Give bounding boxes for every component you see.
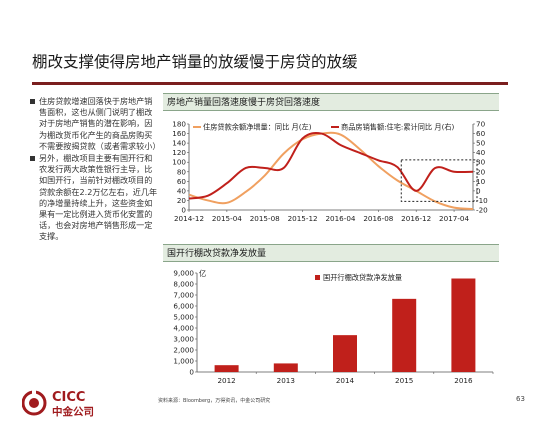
series-line-1 bbox=[188, 132, 474, 200]
right-tick-label: 0 bbox=[476, 186, 481, 195]
legend-label-1: 商品房销售额:住宅:累计同比 月(右) bbox=[341, 123, 455, 132]
y-tick-label: 3,000 bbox=[173, 335, 194, 344]
y-tick-label: 0 bbox=[189, 368, 194, 377]
x-tick-label: 2017-04 bbox=[439, 214, 469, 223]
y-tick-label: 8,000 bbox=[173, 280, 194, 289]
bar bbox=[333, 335, 357, 372]
page-title: 棚改支撑使得房地产销量的放缓慢于房贷的放缓 bbox=[32, 53, 358, 71]
series-line-0 bbox=[188, 131, 474, 211]
left-tick-label: 160 bbox=[172, 129, 186, 138]
x-tick-label: 2015-04 bbox=[212, 214, 242, 223]
bullet-list: 住房贷款增速回落快于房地产销售面积，这也从侧门说明了棚改对于房地产销售的潜在影响… bbox=[30, 96, 161, 244]
logo-text-cn: 中金公司 bbox=[52, 405, 94, 418]
left-tick-label: 60 bbox=[177, 177, 187, 186]
footer-source: 资料来源：Bloomberg，万得资讯，中金公司研究 bbox=[158, 398, 271, 404]
y-tick-label: 7,000 bbox=[173, 291, 194, 300]
line-chart: 020406080100120140160180-20-100102030405… bbox=[172, 120, 488, 224]
bullet-text: 住房贷款增速回落快于房地产销售面积，这也从侧门说明了棚改对于房地产销售的潜在影响… bbox=[39, 96, 161, 151]
right-tick-label: -10 bbox=[476, 196, 488, 205]
legend-swatch bbox=[315, 275, 320, 280]
bullet-square-icon bbox=[30, 99, 35, 104]
page-number: 63 bbox=[516, 395, 525, 403]
right-tick-label: 70 bbox=[476, 120, 486, 129]
right-tick-label: 50 bbox=[476, 139, 486, 148]
right-tick-label: 10 bbox=[476, 177, 486, 186]
x-tick-label: 2015 bbox=[395, 376, 413, 385]
x-tick-label: 2013 bbox=[277, 376, 295, 385]
x-tick-label: 2016-12 bbox=[401, 214, 431, 223]
x-tick-label: 2014-12 bbox=[174, 214, 204, 223]
legend-label: 国开行棚改贷款净发放量 bbox=[323, 273, 402, 282]
bullet-square-icon bbox=[30, 156, 35, 162]
x-tick-label: 2016 bbox=[454, 376, 473, 385]
right-tick-label: 30 bbox=[476, 158, 486, 167]
left-tick-label: 180 bbox=[172, 120, 186, 129]
bar-chart-title: 国开行棚改贷款净发放量 bbox=[163, 244, 499, 262]
right-tick-label: -20 bbox=[476, 206, 488, 215]
y-tick-label: 1,000 bbox=[173, 357, 194, 366]
y-tick-label: 5,000 bbox=[173, 313, 194, 322]
x-tick-label: 2012 bbox=[217, 376, 235, 385]
right-tick-label: 20 bbox=[476, 167, 486, 176]
x-tick-label: 2015-12 bbox=[288, 214, 318, 223]
legend-label-0: 住房贷款余额净增量：同比 月(左) bbox=[203, 123, 312, 132]
highlight-box bbox=[400, 159, 478, 202]
left-tick-label: 100 bbox=[172, 158, 186, 167]
left-tick-label: 120 bbox=[172, 148, 186, 157]
bar bbox=[214, 365, 239, 372]
cicc-logo: CICC 中金公司 bbox=[22, 389, 94, 418]
y-tick-label: 2,000 bbox=[173, 346, 194, 355]
x-tick-label: 2016-04 bbox=[325, 214, 355, 223]
right-tick-label: 60 bbox=[476, 129, 486, 138]
bar bbox=[273, 363, 298, 372]
left-tick-label: 80 bbox=[177, 167, 187, 176]
bar bbox=[392, 298, 417, 372]
bullet-item: 另外，棚改项目主要有国开行和农发行两大政策性银行主导，比如国开行，当前针对棚改项… bbox=[30, 153, 158, 243]
y-tick-label: 6,000 bbox=[173, 302, 194, 311]
y-unit-label: 亿 bbox=[199, 269, 206, 278]
x-tick-label: 2015-08 bbox=[250, 214, 280, 223]
bar bbox=[451, 278, 476, 372]
left-tick-label: 0 bbox=[181, 206, 186, 215]
line-chart-title: 房地产销量回落速度慢于房贷回落速度 bbox=[163, 93, 499, 111]
bullet-text: 另外，棚改项目主要有国开行和农发行两大政策性银行主导，比如国开行，当前针对棚改项… bbox=[39, 153, 158, 242]
x-tick-label: 2014 bbox=[336, 376, 355, 385]
left-tick-label: 20 bbox=[177, 196, 187, 205]
y-tick-label: 4,000 bbox=[173, 324, 194, 333]
left-tick-label: 40 bbox=[177, 186, 187, 195]
x-tick-label: 2016-08 bbox=[363, 214, 393, 223]
right-tick-label: 40 bbox=[476, 148, 486, 157]
bar-chart: 0 1,000 2,000 3,000 4,000 5,000 6,000 7,000 8,00… bbox=[173, 269, 494, 385]
logo-text-en: CICC bbox=[52, 390, 85, 405]
title-rule bbox=[32, 82, 508, 85]
bullet-item: 住房贷款增速回落快于房地产销售面积，这也从侧门说明了棚改对于房地产销售的潜在影响… bbox=[30, 96, 161, 152]
left-tick-label: 140 bbox=[172, 139, 186, 148]
y-tick-label: 9,000 bbox=[173, 269, 194, 278]
